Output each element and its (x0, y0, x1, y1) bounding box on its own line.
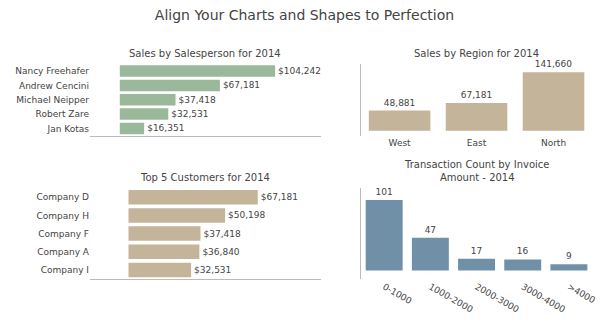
svg-text:$37,418: $37,418 (203, 229, 240, 239)
svg-text:Company H: Company H (37, 211, 89, 221)
svg-text:Company D: Company D (36, 192, 89, 202)
svg-text:Michael Neipper: Michael Neipper (16, 95, 89, 105)
svg-text:16: 16 (517, 246, 529, 256)
svg-text:Andrew Cencini: Andrew Cencini (19, 81, 89, 91)
svg-text:67,181: 67,181 (461, 90, 493, 100)
svg-text:Sales by Region for 2014: Sales by Region for 2014 (414, 48, 539, 59)
svg-text:Sales by Salesperson for 2014: Sales by Salesperson for 2014 (129, 48, 281, 59)
svg-text:$50,198: $50,198 (228, 210, 265, 220)
svg-text:Top 5 Customers for 2014: Top 5 Customers for 2014 (140, 172, 270, 183)
svg-text:141,660: 141,660 (535, 59, 572, 69)
svg-text:9: 9 (566, 251, 572, 261)
svg-text:48,881: 48,881 (384, 98, 416, 108)
svg-text:North: North (541, 138, 566, 148)
svg-text:$67,181: $67,181 (223, 80, 260, 90)
svg-text:Company F: Company F (38, 229, 89, 239)
svg-text:$32,531: $32,531 (171, 109, 208, 119)
svg-text:Company I: Company I (41, 265, 89, 275)
svg-text:47: 47 (425, 225, 436, 235)
svg-text:>4000: >4000 (566, 281, 598, 305)
svg-text:Align Your Charts and Shapes t: Align Your Charts and Shapes to Perfecti… (155, 7, 454, 23)
svg-text:Company A: Company A (37, 247, 90, 257)
svg-text:0-1000: 0-1000 (381, 281, 414, 306)
svg-text:1000-2000: 1000-2000 (427, 281, 475, 314)
svg-text:Nancy Freehafer: Nancy Freehafer (15, 66, 89, 76)
svg-text:$16,351: $16,351 (147, 123, 184, 133)
svg-text:East: East (467, 138, 487, 148)
svg-text:2000-3000: 2000-3000 (473, 281, 521, 314)
svg-text:Jan Kotas: Jan Kotas (47, 124, 90, 134)
svg-text:Transaction Count by InvoiceAm: Transaction Count by InvoiceAmount - 201… (404, 159, 549, 183)
svg-text:17: 17 (471, 246, 482, 256)
svg-text:$32,531: $32,531 (194, 265, 231, 275)
svg-text:3000-4000: 3000-4000 (519, 281, 567, 314)
svg-text:$37,418: $37,418 (179, 95, 216, 105)
svg-text:$36,840: $36,840 (202, 247, 239, 257)
svg-text:$104,242: $104,242 (278, 66, 321, 76)
svg-text:101: 101 (376, 187, 393, 197)
svg-text:West: West (388, 138, 411, 148)
svg-text:Robert Zare: Robert Zare (36, 109, 90, 119)
svg-text:$67,181: $67,181 (261, 192, 298, 202)
